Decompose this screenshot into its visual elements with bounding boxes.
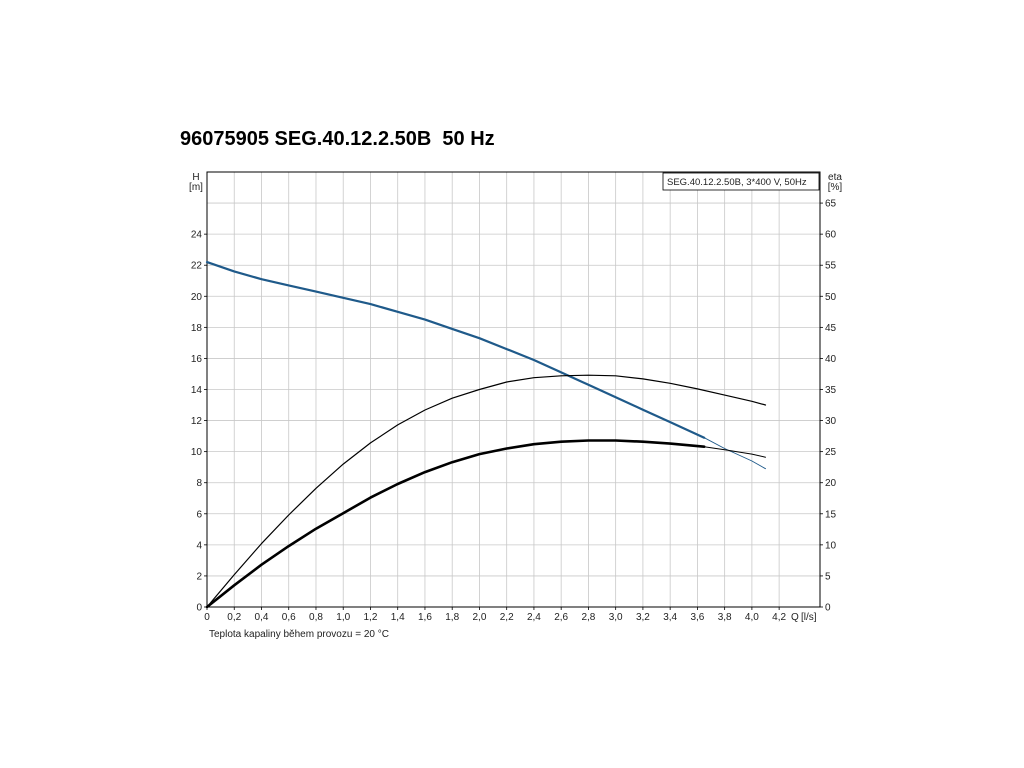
y-right-axis-label: eta <box>828 172 842 183</box>
y-left-tick-label: 12 <box>191 416 203 427</box>
page-title: 96075905 SEG.40.12.2.50B 50 Hz <box>180 128 495 150</box>
x-tick-label: 3,0 <box>609 612 623 623</box>
x-tick-label: 3,4 <box>663 612 677 623</box>
x-tick-label: 4,0 <box>745 612 759 623</box>
y-right-tick-label: 5 <box>825 571 831 582</box>
y-left-tick-label: 18 <box>191 323 203 334</box>
y-right-tick-label: 35 <box>825 385 837 396</box>
x-tick-label: 0,4 <box>255 612 269 623</box>
y-left-axis-label: H <box>192 172 199 183</box>
y-right-tick-label: 25 <box>825 447 837 458</box>
y-right-tick-label: 50 <box>825 292 837 303</box>
x-tick-label: 0 <box>204 612 210 623</box>
y-right-tick-label: 0 <box>825 603 831 614</box>
y-left-tick-label: 24 <box>191 230 203 241</box>
chart-series <box>205 261 767 609</box>
x-tick-label: 2,0 <box>472 612 486 623</box>
x-tick-label: 4,2 <box>772 612 786 623</box>
y-left-tick-label: 6 <box>196 509 202 520</box>
series-line-eta-2 <box>206 374 767 608</box>
x-tick-label: 2,2 <box>500 612 514 623</box>
y-left-axis-unit: [m] <box>189 182 203 193</box>
series-line-head-0 <box>205 261 706 439</box>
y-left-tick-label: 2 <box>196 571 202 582</box>
x-tick-label: 2,4 <box>527 612 541 623</box>
y-right-tick-label: 65 <box>825 199 837 210</box>
x-tick-label: 3,2 <box>636 612 650 623</box>
x-axis-label: Q <box>791 612 799 623</box>
y-left-tick-label: 16 <box>191 354 203 365</box>
x-tick-label: 1,6 <box>418 612 432 623</box>
x-tick-label: 1,8 <box>445 612 459 623</box>
x-tick-label: 0,6 <box>282 612 296 623</box>
y-left-tick-label: 4 <box>196 540 202 551</box>
series-line-head-1 <box>703 437 766 470</box>
y-right-tick-label: 10 <box>825 540 837 551</box>
y-left-tick-label: 14 <box>191 385 203 396</box>
y-right-tick-label: 55 <box>825 261 837 272</box>
y-left-tick-label: 8 <box>196 478 202 489</box>
y-right-tick-label: 60 <box>825 230 837 241</box>
x-tick-label: 1,2 <box>364 612 378 623</box>
y-left-tick-label: 10 <box>191 447 203 458</box>
series-line-eta-4 <box>703 446 766 458</box>
y-right-tick-label: 45 <box>825 323 837 334</box>
chart-grid <box>206 172 820 607</box>
x-tick-label: 2,8 <box>581 612 595 623</box>
y-right-tick-label: 20 <box>825 478 837 489</box>
y-right-tick-label: 15 <box>825 509 837 520</box>
y-left-tick-label: 22 <box>191 261 203 272</box>
x-tick-label: 0,8 <box>309 612 323 623</box>
x-tick-label: 3,6 <box>690 612 704 623</box>
legend-box <box>662 172 820 191</box>
temperature-note: Teplota kapaliny během provozu = 20 °C <box>209 629 389 640</box>
x-tick-label: 3,8 <box>718 612 732 623</box>
x-tick-label: 0,2 <box>227 612 241 623</box>
y-left-tick-label: 0 <box>196 603 202 614</box>
y-right-axis-unit: [%] <box>828 182 843 193</box>
x-tick-label: 1,0 <box>336 612 350 623</box>
series-line-eta-3 <box>205 439 706 609</box>
x-axis-unit: [l/s] <box>801 612 817 623</box>
axis-ticks: 0 0,2 0,4 0,6 0,8 1,0 1,2 1,4 1,6 1,8 2,0 2,2 2,4 2,6… <box>191 199 837 623</box>
legend-text: SEG.40.12.2.50B, 3*400 V, 50Hz <box>667 177 807 188</box>
y-right-tick-label: 40 <box>825 354 837 365</box>
y-left-tick-label: 20 <box>191 292 203 303</box>
y-right-tick-label: 30 <box>825 416 837 427</box>
x-tick-label: 2,6 <box>554 612 568 623</box>
x-tick-label: 1,4 <box>391 612 405 623</box>
